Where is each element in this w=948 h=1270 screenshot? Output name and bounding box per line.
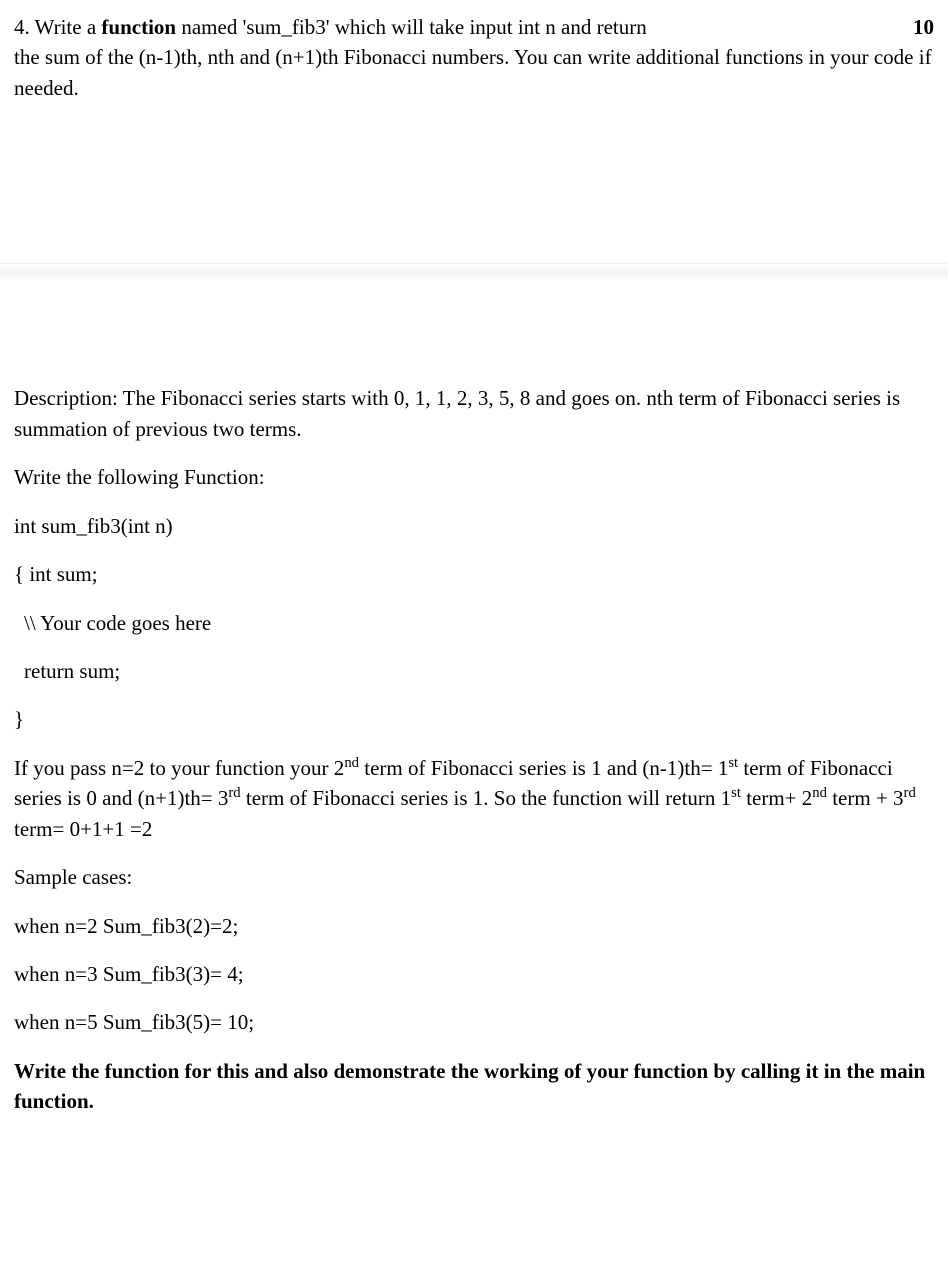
code-close: } — [14, 704, 934, 734]
code-signature: int sum_fib3(int n) — [14, 511, 934, 541]
exp-p4: term of Fibonacci series is 1. So the fu… — [241, 786, 732, 810]
question-block: 4. Write a function named 'sum_fib3' whi… — [14, 12, 934, 103]
sample-case3: when n=5 Sum_fib3(5)= 10; — [14, 1007, 934, 1037]
description-text: The Fibonacci series starts with 0, 1, 1… — [14, 386, 900, 440]
sample-heading: Sample cases: — [14, 862, 934, 892]
question-header: 4. Write a function named 'sum_fib3' whi… — [14, 12, 934, 42]
exp-sup4: st — [731, 785, 741, 801]
code-return: return sum; — [14, 656, 934, 686]
sample-case2: when n=3 Sum_fib3(3)= 4; — [14, 959, 934, 989]
write-function-heading: Write the following Function: — [14, 462, 934, 492]
exp-p2: term of Fibonacci series is 1 and (n-1)t… — [359, 756, 728, 780]
exp-p6: term + 3 — [827, 786, 904, 810]
prompt-bold: function — [101, 15, 176, 39]
final-instruction: Write the function for this and also dem… — [14, 1056, 934, 1117]
question-prompt-line2: the sum of the (n-1)th, nth and (n+1)th … — [14, 42, 934, 103]
exp-sup5: nd — [812, 785, 827, 801]
sample-case1: when n=2 Sum_fib3(2)=2; — [14, 911, 934, 941]
exp-p1: If you pass n=2 to your function your 2 — [14, 756, 344, 780]
exp-p7: term= 0+1+1 =2 — [14, 817, 152, 841]
question-number: 4. — [14, 15, 30, 39]
explanation-block: If you pass n=2 to your function your 2n… — [14, 753, 934, 844]
code-open: { int sum; — [14, 559, 934, 589]
description-block: Description: The Fibonacci series starts… — [14, 383, 934, 444]
exp-sup1: nd — [344, 755, 359, 771]
section-gap — [14, 103, 934, 383]
question-prompt-line1: 4. Write a function named 'sum_fib3' whi… — [14, 12, 893, 42]
exp-sup3: rd — [228, 785, 240, 801]
prompt-part2: named 'sum_fib3' which will take input i… — [176, 15, 647, 39]
question-points: 10 — [913, 12, 934, 42]
description-label: Description: — [14, 386, 118, 410]
page-divider — [0, 263, 948, 281]
exp-sup6: rd — [904, 785, 916, 801]
prompt-part1: Write a — [35, 15, 102, 39]
code-comment: \\ Your code goes here — [14, 608, 934, 638]
exp-p5: term+ 2 — [741, 786, 812, 810]
exp-sup2: st — [728, 755, 738, 771]
